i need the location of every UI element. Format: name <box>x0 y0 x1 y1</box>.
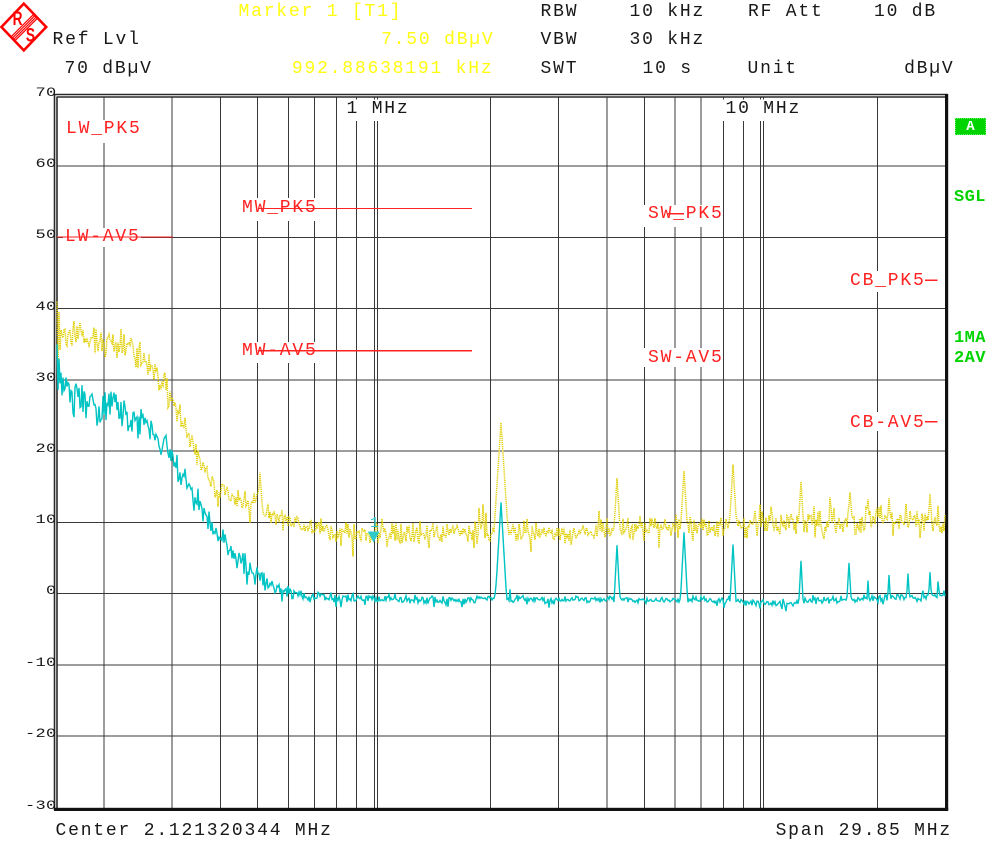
svg-text:R: R <box>13 8 23 30</box>
svg-text:S: S <box>26 24 35 46</box>
svg-text:1: 1 <box>370 515 379 532</box>
